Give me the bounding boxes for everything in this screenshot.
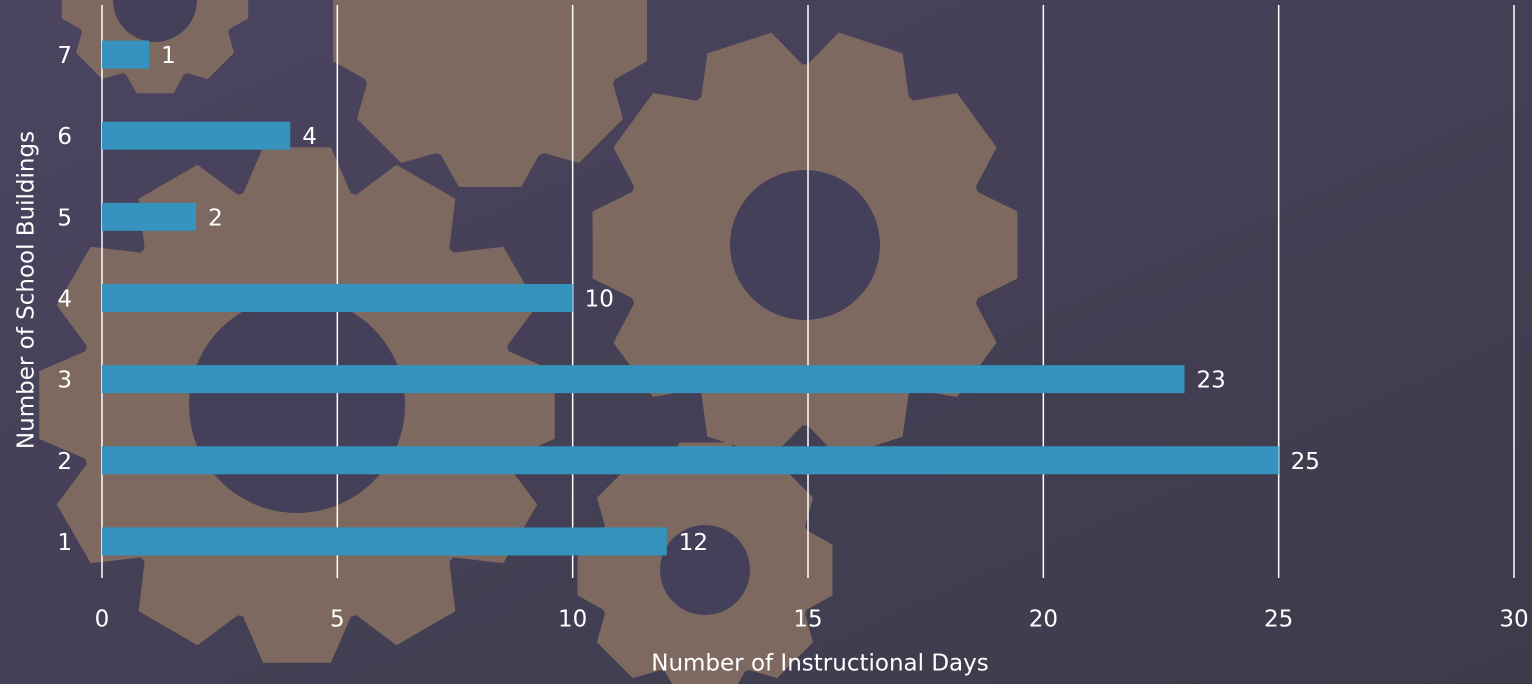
data-label: 10 bbox=[585, 287, 614, 313]
data-label: 12 bbox=[679, 530, 708, 556]
data-label: 1 bbox=[161, 43, 176, 69]
x-tick-label: 5 bbox=[330, 607, 345, 633]
y-tick-label: 2 bbox=[57, 449, 72, 475]
y-tick-label: 3 bbox=[57, 368, 72, 394]
bar bbox=[102, 365, 1185, 393]
bar bbox=[102, 446, 1279, 474]
y-tick-label: 5 bbox=[57, 205, 72, 231]
data-label: 4 bbox=[302, 124, 317, 150]
bar bbox=[102, 41, 149, 69]
y-tick-label: 7 bbox=[57, 43, 72, 69]
x-axis-title: Number of Instructional Days bbox=[651, 651, 988, 677]
chart: 0 5 10 15 20 25 30 1 12 2 25 3 23 4 10 5 2 6 4 7 1 Number of… bbox=[0, 0, 1532, 684]
y-axis-title: Number of School Buildings bbox=[14, 131, 40, 449]
data-label: 25 bbox=[1291, 449, 1320, 475]
x-tick-label: 15 bbox=[793, 607, 822, 633]
x-tick-label: 30 bbox=[1499, 607, 1528, 633]
x-tick-label: 20 bbox=[1029, 607, 1058, 633]
page: {"chart_data": {"type": "bar", "orientat… bbox=[0, 0, 1532, 684]
gear-hole bbox=[189, 297, 405, 513]
data-label: 23 bbox=[1197, 368, 1226, 394]
data-label: 2 bbox=[208, 205, 223, 231]
gear-hole bbox=[730, 170, 880, 320]
x-tick-label: 25 bbox=[1264, 607, 1293, 633]
bar bbox=[102, 527, 667, 555]
bar bbox=[102, 203, 196, 231]
x-tick-label: 0 bbox=[95, 607, 110, 633]
y-tick-label: 4 bbox=[57, 287, 72, 313]
y-tick-label: 1 bbox=[57, 530, 72, 556]
y-tick-label: 6 bbox=[57, 124, 72, 150]
bar bbox=[102, 284, 573, 312]
bar bbox=[102, 122, 290, 150]
x-tick-label: 10 bbox=[558, 607, 587, 633]
